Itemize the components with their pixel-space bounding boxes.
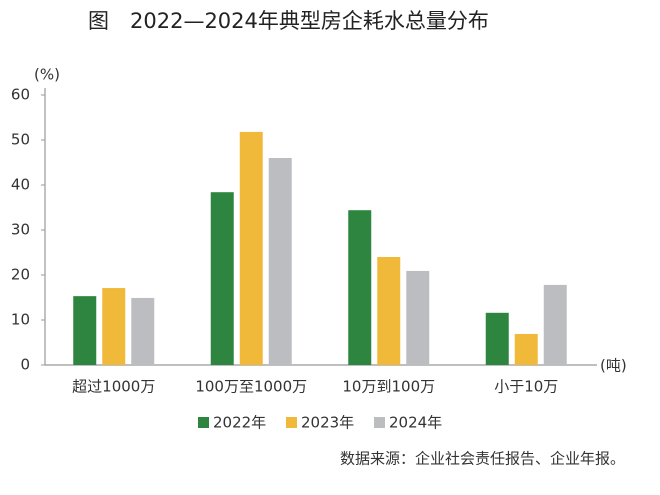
- y-axis-label: (%): [34, 66, 60, 84]
- legend-swatch: [198, 417, 209, 428]
- legend-label: 2024年: [389, 414, 442, 432]
- x-tick-label: 100万至1000万: [195, 378, 307, 396]
- bar: [268, 158, 292, 365]
- bar: [73, 296, 97, 365]
- x-axis-label: (吨): [600, 357, 627, 375]
- y-tick-label: 50: [11, 131, 30, 149]
- y-tick-label: 20: [11, 266, 30, 284]
- x-tick-label: 小于10万: [494, 378, 558, 396]
- bar: [131, 297, 155, 365]
- source-note: 数据来源：企业社会责任报告、企业年报。: [340, 450, 625, 468]
- bar: [377, 257, 401, 365]
- x-tick-label: 超过1000万: [72, 378, 155, 396]
- legend-swatch: [286, 417, 297, 428]
- bar: [102, 288, 126, 365]
- y-tick-label: 10: [11, 311, 30, 329]
- bar: [406, 270, 430, 365]
- bar: [239, 131, 263, 365]
- chart-title: 图 2022—2024年典型房企耗水总量分布: [88, 9, 489, 33]
- legend-swatch: [374, 417, 385, 428]
- x-tick-label: 10万到100万: [342, 378, 435, 396]
- bar: [514, 333, 538, 365]
- y-tick-label: 30: [11, 221, 30, 239]
- legend-label: 2022年: [213, 414, 266, 432]
- bar: [485, 312, 509, 365]
- bar: [210, 192, 234, 365]
- y-tick-label: 40: [11, 176, 30, 194]
- y-tick-label: 0: [20, 356, 30, 374]
- bar: [348, 210, 372, 365]
- legend-label: 2023年: [301, 414, 354, 432]
- bar: [543, 284, 567, 365]
- y-tick-label: 60: [11, 86, 30, 104]
